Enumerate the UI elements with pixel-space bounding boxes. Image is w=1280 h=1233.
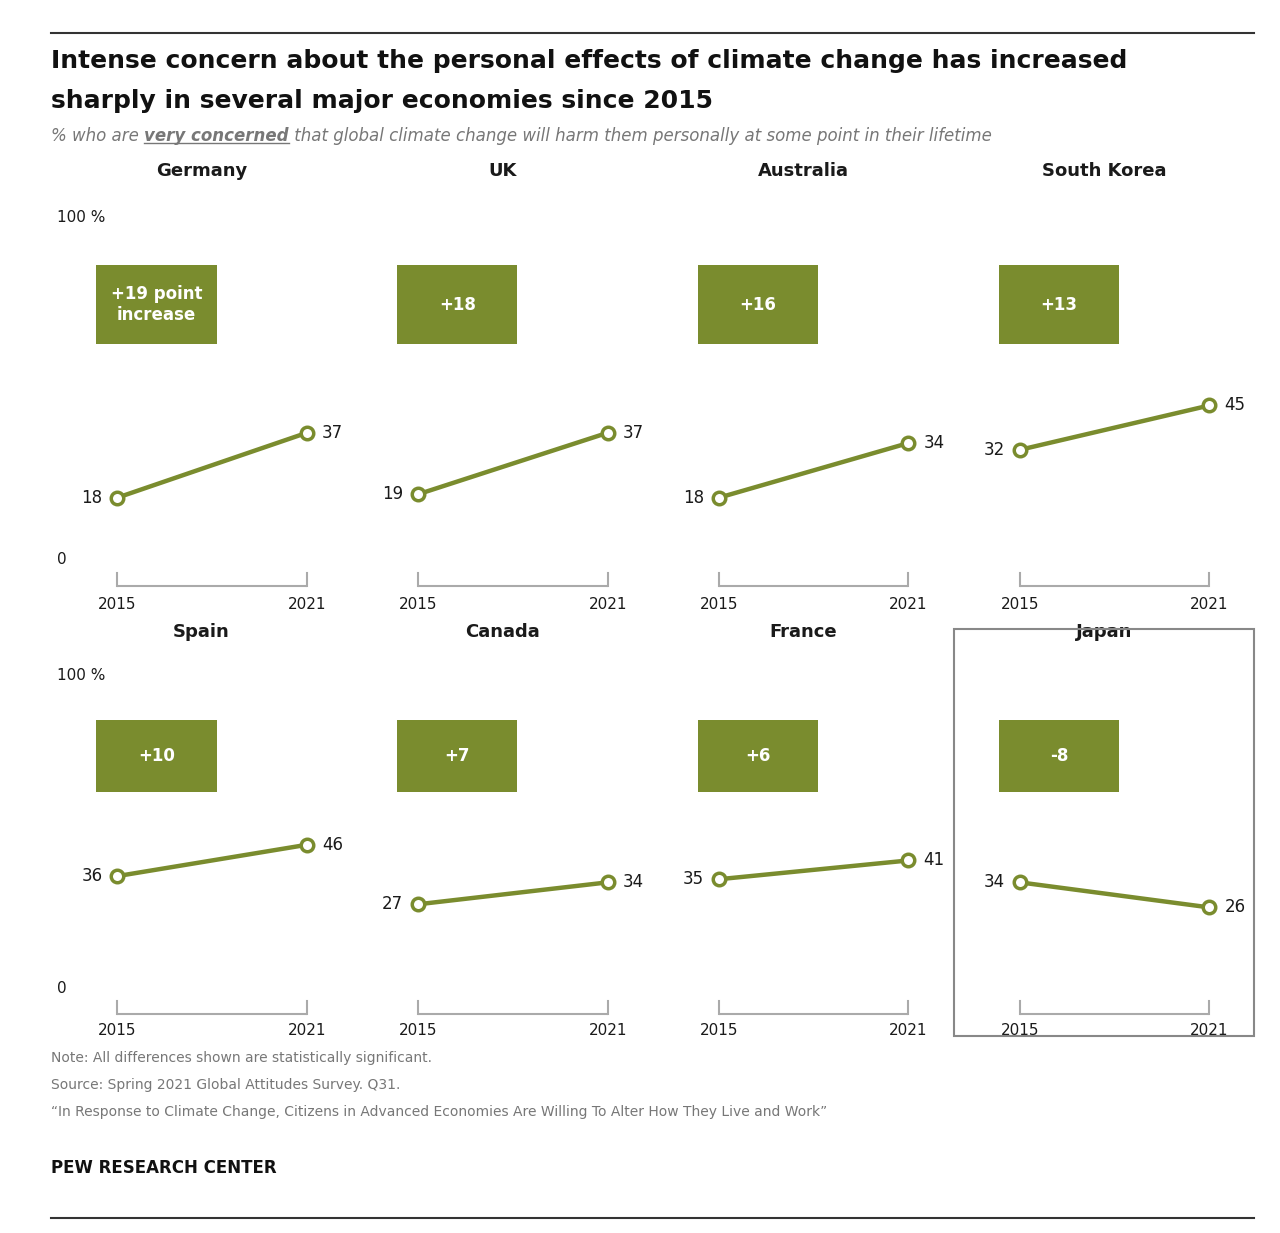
Text: 2015: 2015: [99, 597, 137, 612]
Text: +16: +16: [740, 296, 777, 313]
Text: “In Response to Climate Change, Citizens in Advanced Economies Are Willing To Al: “In Response to Climate Change, Citizens…: [51, 1105, 827, 1118]
Text: 2021: 2021: [890, 1023, 928, 1038]
FancyBboxPatch shape: [698, 265, 818, 344]
Text: 32: 32: [983, 441, 1005, 459]
Text: Spain: Spain: [173, 624, 230, 641]
Text: 100 %: 100 %: [58, 668, 105, 683]
Text: 2015: 2015: [1001, 1023, 1039, 1038]
Text: -8: -8: [1050, 747, 1068, 764]
Text: 2015: 2015: [1001, 597, 1039, 612]
Text: Japan: Japan: [1075, 624, 1133, 641]
FancyBboxPatch shape: [698, 720, 818, 792]
Text: UK: UK: [488, 162, 517, 180]
Text: Germany: Germany: [156, 162, 247, 180]
Text: 18: 18: [682, 488, 704, 507]
FancyBboxPatch shape: [998, 720, 1119, 792]
Text: +6: +6: [745, 747, 771, 764]
Text: South Korea: South Korea: [1042, 162, 1166, 180]
Text: 2015: 2015: [399, 597, 438, 612]
Text: 37: 37: [323, 424, 343, 441]
Text: 34: 34: [924, 434, 945, 453]
FancyBboxPatch shape: [96, 720, 216, 792]
Text: 34: 34: [983, 873, 1005, 891]
Text: +18: +18: [439, 296, 476, 313]
Text: +10: +10: [138, 747, 175, 764]
Text: 27: 27: [381, 895, 403, 914]
Text: 2015: 2015: [700, 597, 739, 612]
Text: sharply in several major economies since 2015: sharply in several major economies since…: [51, 89, 713, 112]
Text: Australia: Australia: [758, 162, 849, 180]
Text: very concerned: very concerned: [145, 127, 289, 145]
Text: 2015: 2015: [399, 1023, 438, 1038]
Text: 36: 36: [81, 867, 102, 885]
Text: +19 point
increase: +19 point increase: [111, 285, 202, 324]
FancyBboxPatch shape: [96, 265, 216, 344]
Text: 2015: 2015: [700, 1023, 739, 1038]
Text: 2021: 2021: [288, 1023, 326, 1038]
Text: 2021: 2021: [1190, 597, 1229, 612]
Text: 18: 18: [81, 488, 102, 507]
Text: 2021: 2021: [890, 597, 928, 612]
Text: 35: 35: [682, 870, 704, 888]
Text: 100 %: 100 %: [58, 210, 105, 226]
Text: +13: +13: [1041, 296, 1078, 313]
Text: Note: All differences shown are statistically significant.: Note: All differences shown are statisti…: [51, 1051, 433, 1064]
Text: 46: 46: [323, 836, 343, 853]
Text: France: France: [769, 624, 837, 641]
Text: 37: 37: [623, 424, 644, 441]
Text: 45: 45: [1225, 397, 1245, 414]
Text: 34: 34: [623, 873, 644, 891]
Text: 2015: 2015: [99, 1023, 137, 1038]
Text: Source: Spring 2021 Global Attitudes Survey. Q31.: Source: Spring 2021 Global Attitudes Sur…: [51, 1078, 401, 1091]
FancyBboxPatch shape: [397, 720, 517, 792]
Text: 2021: 2021: [589, 1023, 627, 1038]
FancyBboxPatch shape: [397, 265, 517, 344]
Text: 26: 26: [1225, 899, 1245, 916]
Text: +7: +7: [444, 747, 470, 764]
Text: % who are: % who are: [51, 127, 145, 145]
Text: 19: 19: [381, 486, 403, 503]
Text: 2021: 2021: [589, 597, 627, 612]
Text: Intense concern about the personal effects of climate change has increased: Intense concern about the personal effec…: [51, 49, 1128, 73]
Text: 0: 0: [58, 981, 67, 996]
Text: that global climate change will harm them personally at some point in their life: that global climate change will harm the…: [289, 127, 992, 145]
Text: PEW RESEARCH CENTER: PEW RESEARCH CENTER: [51, 1159, 276, 1178]
Text: 2021: 2021: [1190, 1023, 1229, 1038]
Text: 2021: 2021: [288, 597, 326, 612]
Text: 0: 0: [58, 551, 67, 567]
FancyBboxPatch shape: [998, 265, 1119, 344]
Text: 41: 41: [924, 852, 945, 869]
Text: Canada: Canada: [465, 624, 540, 641]
